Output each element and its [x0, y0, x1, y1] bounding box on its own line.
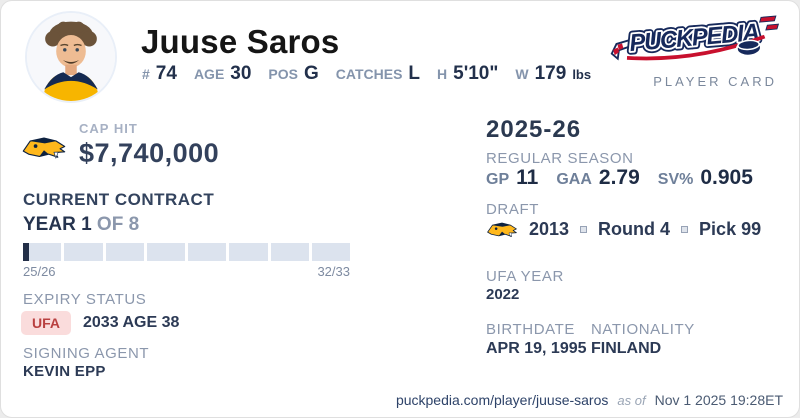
- predators-team-logo-icon: [22, 137, 66, 159]
- expiry-status-label: EXPIRY STATUS: [23, 291, 147, 308]
- draft-pick: Pick 99: [699, 219, 762, 239]
- player-bio-row: # 74 AGE 30 POS G CATCHES L H 5'10" W 17…: [142, 63, 591, 85]
- nationality-value: FINLAND: [591, 340, 662, 357]
- contract-range: 25/26 32/33: [23, 264, 350, 279]
- brand-subtitle: PLAYER CARD: [653, 74, 777, 89]
- progress-segment: [64, 243, 103, 261]
- draft-year: 2013: [529, 219, 570, 239]
- progress-segment: [188, 243, 227, 261]
- contract-year-line: YEAR 1 OF 8: [23, 214, 139, 236]
- contract-year-total: OF 8: [96, 214, 140, 235]
- predators-draft-logo-icon: [487, 222, 517, 237]
- separator-square-icon: [580, 226, 588, 233]
- progress-segment: [270, 243, 309, 261]
- progress-segment: [105, 243, 144, 261]
- contract-progress-marker: [23, 243, 29, 261]
- puckpedia-logo-icon: PUCKPEDIA PUCKPEDIA PUCKPEDIA: [610, 15, 780, 61]
- birthdate-label: BIRTHDATE: [486, 321, 576, 338]
- expiry-detail: 2033 AGE 38: [83, 314, 180, 331]
- bio-height: H 5'10": [437, 63, 499, 84]
- contract-progress-bar: [23, 243, 350, 261]
- progress-segment: [23, 243, 62, 261]
- stat-gp: GP 11: [486, 166, 539, 189]
- contract-year-current: YEAR 1: [23, 214, 92, 235]
- draft-label: DRAFT: [486, 201, 539, 218]
- draft-row: 2013 Round 4 Pick 99: [486, 219, 761, 240]
- draft-round: Round 4: [598, 219, 671, 239]
- progress-segment: [229, 243, 268, 261]
- contract-end-season: 32/33: [317, 264, 350, 279]
- stat-gaa: GAA 2.79: [556, 166, 640, 189]
- birthdate-value: APR 19, 1995: [486, 340, 587, 357]
- bio-position: POS G: [268, 63, 319, 84]
- stat-svpct: SV% 0.905: [657, 166, 753, 189]
- season-title: 2025-26: [486, 116, 582, 143]
- footer: puckpedia.com/player/juuse-saros as of N…: [396, 392, 783, 408]
- regular-season-stats: GP 11 GAA 2.79 SV% 0.905: [486, 166, 753, 190]
- player-avatar-illustration: [27, 13, 115, 101]
- cap-hit-value: $7,740,000: [79, 138, 220, 168]
- bio-weight: W 179 lbs: [515, 63, 592, 84]
- progress-segment: [146, 243, 185, 261]
- as-of-label: as of: [617, 393, 646, 408]
- cap-hit-label: CAP HIT: [79, 121, 138, 136]
- bio-age: AGE 30: [193, 63, 252, 84]
- current-contract-heading: CURRENT CONTRACT: [23, 190, 215, 209]
- ufa-year-value: 2022: [486, 286, 520, 303]
- signing-agent-value: KEVIN EPP: [23, 363, 106, 380]
- expiry-status-row: UFA 2033 AGE 38: [21, 311, 179, 335]
- nationality-label: NATIONALITY: [591, 321, 695, 338]
- separator-square-icon: [681, 226, 689, 233]
- player-page-link[interactable]: puckpedia.com/player/juuse-saros: [395, 392, 609, 408]
- ufa-year-label: UFA YEAR: [486, 268, 564, 285]
- bio-number: # 74: [142, 63, 177, 84]
- player-photo: [25, 11, 117, 103]
- snapshot-timestamp: Nov 1 2025 19:28ET: [654, 392, 783, 408]
- brand-block: PUCKPEDIA PUCKPEDIA PUCKPEDIA PLAYER CAR…: [603, 9, 783, 89]
- regular-season-label: REGULAR SEASON: [486, 150, 634, 167]
- progress-segment: [311, 243, 350, 261]
- page-title: Juuse Saros: [141, 23, 340, 60]
- ufa-status-badge: UFA: [21, 311, 71, 335]
- cap-hit-block: CAP HIT $7,740,000: [21, 121, 219, 169]
- signing-agent-label: SIGNING AGENT: [23, 345, 150, 362]
- contract-start-season: 25/26: [23, 264, 56, 279]
- bio-catches: CATCHES L: [335, 63, 421, 84]
